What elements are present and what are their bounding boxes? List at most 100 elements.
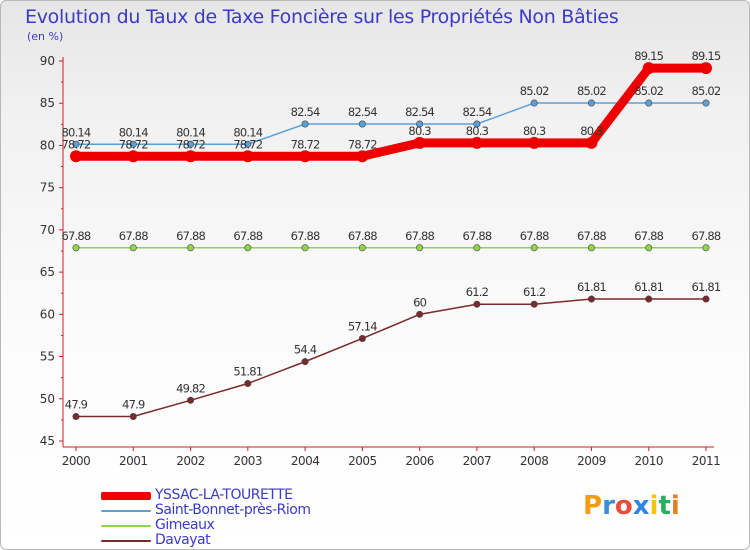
series-0-point-0 (70, 150, 82, 163)
series-0-label-11: 89.15 (692, 49, 721, 63)
series-2-point-11 (702, 244, 710, 252)
series-3-label-6: 60 (413, 295, 427, 309)
series-1-label-0: 80.14 (62, 125, 91, 139)
x-tick-label-6: 2006 (405, 454, 434, 468)
series-3-point-2 (187, 396, 195, 404)
series-line-1 (76, 102, 706, 146)
series-1-label-11: 85.02 (692, 84, 721, 98)
series-0-point-2 (184, 150, 197, 163)
logo-letter-4: i (649, 491, 659, 521)
series-3-point-3 (244, 379, 252, 387)
series-2-label-6: 67.88 (405, 229, 434, 243)
y-tick-label-9: 90 (40, 54, 55, 68)
series-2-point-9 (587, 244, 595, 252)
series-1-label-2: 80.14 (176, 125, 205, 139)
series-2-point-4 (301, 244, 309, 252)
series-3-label-4: 54.4 (294, 343, 317, 357)
series-3-point-8 (530, 300, 538, 308)
series-line-3 (76, 298, 706, 418)
legend-swatch-3 (101, 540, 151, 542)
series-0-point-3 (241, 150, 254, 163)
series-0-label-4: 78.72 (291, 137, 320, 151)
series-3-point-0 (72, 413, 80, 421)
series-0-point-8 (528, 136, 541, 149)
series-3-point-4 (301, 358, 309, 366)
series-1-label-7: 82.54 (462, 105, 491, 119)
y-tick-label-2: 55 (40, 350, 55, 364)
series-2-point-6 (416, 244, 424, 252)
legend-swatch-0 (101, 492, 151, 500)
series-1-label-1: 80.14 (119, 125, 148, 139)
series-1-label-5: 82.54 (348, 105, 377, 119)
y-tick-label-1: 50 (40, 392, 55, 406)
series-2-point-1 (129, 244, 137, 252)
series-line-0 (71, 63, 711, 161)
series-0-point-11 (700, 62, 712, 75)
series-2-point-0 (72, 244, 80, 252)
x-tick-label-0: 2000 (62, 454, 91, 468)
series-0-label-0: 78.72 (62, 137, 91, 151)
series-3-label-8: 61.2 (523, 285, 546, 299)
x-tick-label-9: 2009 (577, 454, 606, 468)
series-2-point-7 (473, 244, 481, 252)
series-2-label-8: 67.88 (520, 229, 549, 243)
x-tick-label-11: 2011 (692, 454, 721, 468)
series-3-label-2: 49.82 (176, 381, 205, 395)
logo-letter-2: o (614, 491, 633, 521)
series-1-point-11 (702, 99, 710, 107)
logo-letter-6: i (670, 491, 680, 521)
series-3-label-1: 47.9 (122, 398, 145, 412)
series-1-point-10 (645, 99, 653, 107)
series-2-point-2 (187, 244, 195, 252)
series-0-point-4 (299, 150, 312, 163)
series-3-label-3: 51.81 (233, 364, 262, 378)
series-3-label-10: 61.81 (634, 280, 663, 294)
series-0-label-5: 78.72 (348, 137, 377, 151)
logo-letter-1: r (602, 491, 615, 521)
series-0-label-8: 80.3 (523, 124, 546, 138)
logo-letter-5: t (658, 491, 671, 521)
legend-label-0: YSSAC-LA-TOURETTE (155, 487, 293, 503)
x-tick-label-10: 2010 (634, 454, 663, 468)
series-1-point-7 (473, 120, 481, 128)
series-3-label-11: 61.81 (692, 280, 721, 294)
series-2-label-1: 67.88 (119, 229, 148, 243)
series-0-point-5 (356, 150, 369, 163)
series-0-label-9: 80.3 (580, 124, 603, 138)
series-3-point-9 (587, 295, 595, 303)
series-2-point-3 (244, 244, 252, 252)
series-3-label-0: 47.9 (65, 398, 88, 412)
series-2-label-0: 67.88 (62, 229, 91, 243)
series-3-label-5: 57.14 (348, 319, 377, 333)
proxiti-logo: Proxiti (583, 491, 680, 521)
series-2-label-4: 67.88 (291, 229, 320, 243)
y-tick-label-7: 80 (40, 138, 55, 152)
series-2-label-9: 67.88 (577, 229, 606, 243)
series-2-label-11: 67.88 (692, 229, 721, 243)
series-1-point-4 (301, 120, 309, 128)
series-0-point-9 (585, 136, 598, 149)
series-3-point-11 (702, 295, 710, 303)
series-3-label-7: 61.2 (466, 285, 489, 299)
x-tick-label-7: 2007 (463, 454, 492, 468)
legend-label-3: Davayat (155, 532, 211, 548)
series-2-point-5 (358, 244, 366, 252)
legend-swatch-1 (101, 510, 151, 512)
series-3-point-6 (416, 310, 424, 318)
series-2-label-3: 67.88 (233, 229, 262, 243)
series-1-point-6 (416, 120, 424, 128)
series-2-label-2: 67.88 (176, 229, 205, 243)
series-1-point-9 (587, 99, 595, 107)
series-0-point-7 (470, 136, 483, 149)
y-tick-label-4: 65 (40, 265, 55, 279)
y-tick-label-5: 70 (40, 223, 55, 237)
logo-letter-3: x (632, 491, 650, 521)
x-tick-label-8: 2008 (520, 454, 549, 468)
series-0-label-3: 78.72 (233, 137, 262, 151)
series-0-label-6: 80.3 (408, 124, 431, 138)
series-1-label-3: 80.14 (233, 125, 262, 139)
logo-letter-0: P (583, 491, 603, 521)
series-1-label-10: 85.02 (634, 84, 663, 98)
series-2-label-7: 67.88 (462, 229, 491, 243)
